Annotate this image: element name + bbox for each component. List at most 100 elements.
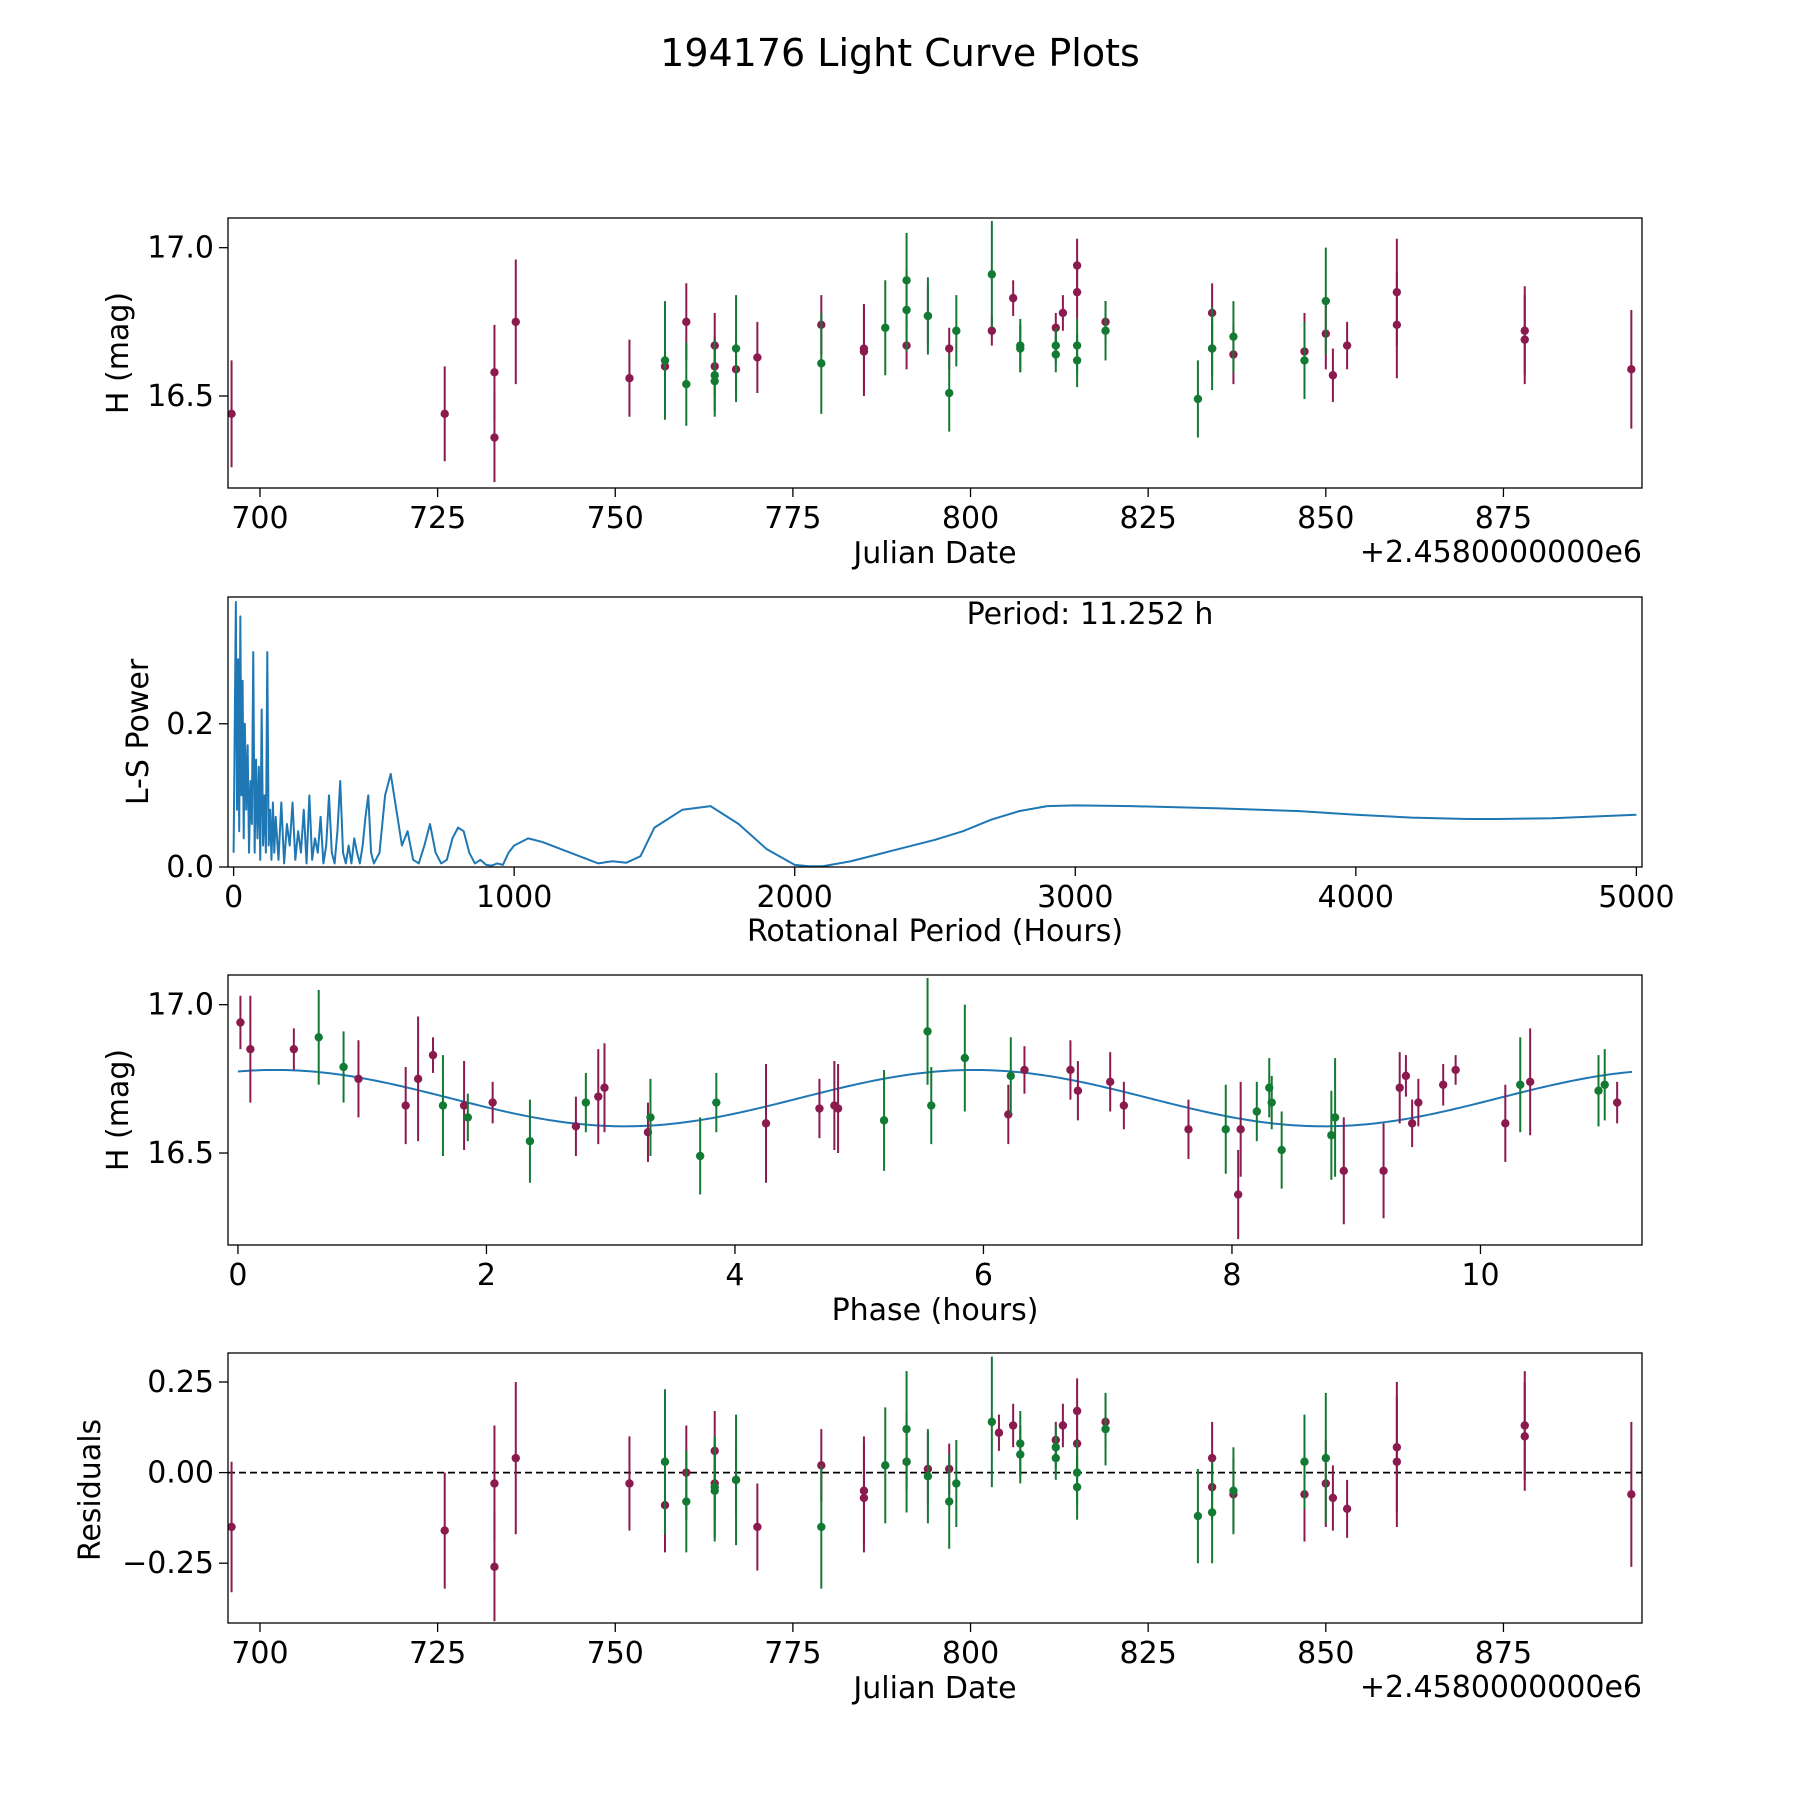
phase-point-green: [463, 1113, 473, 1122]
residuals-plot-area: [228, 1356, 1642, 1622]
phase-point-maroon: [1236, 1125, 1245, 1134]
phase-point-maroon: [1525, 1077, 1535, 1087]
phase-marks: [236, 977, 1633, 1240]
phase-xlabel: Phase (hours): [832, 1293, 1039, 1328]
phase-point-green: [581, 1098, 591, 1107]
phase-point-maroon: [761, 1119, 771, 1128]
res-point-maroon: [1392, 1457, 1402, 1466]
res-point-maroon: [228, 1522, 236, 1532]
phase-point-green: [960, 1053, 970, 1063]
res-point-maroon: [490, 1479, 499, 1488]
res-point-green: [682, 1497, 691, 1506]
lc-point-maroon: [1520, 335, 1529, 344]
phase-ytick-label: 17.0: [147, 988, 214, 1023]
periodogram-power-line: [232, 601, 1637, 867]
lc-point-green: [952, 326, 961, 335]
lc-point-maroon: [511, 317, 520, 327]
phase-point-maroon: [1501, 1119, 1510, 1128]
res-point-maroon: [440, 1526, 449, 1535]
phase-point-maroon: [488, 1098, 497, 1107]
phase-point-green: [1600, 1080, 1609, 1089]
phase-point-maroon: [1612, 1098, 1622, 1107]
phase-xtick-label: 6: [974, 1258, 993, 1293]
phase-point-green: [923, 1027, 932, 1036]
res-point-green: [1016, 1450, 1025, 1459]
phase-point-maroon: [1339, 1166, 1348, 1176]
residuals-offset-label: +2.4580000000e6: [1360, 1670, 1642, 1705]
phase-point-green: [1267, 1098, 1276, 1107]
light-curve-panel: 700 725 750 775 800 825 850 875 16.5 17.0 Julian …: [101, 217, 1643, 571]
res-xtick-label: 850: [1297, 1636, 1354, 1671]
lc-point-maroon: [945, 344, 954, 353]
phase-point-maroon: [1020, 1065, 1029, 1075]
light-curve-ylabel: H (mag): [101, 292, 136, 414]
residuals-panel: 700 725 750 775 800 825 850 875 −0.25 0.00 0.25 Ju…: [73, 1352, 1643, 1706]
lc-point-green: [1072, 356, 1082, 365]
periodogram-ylabel: L-S Power: [121, 658, 156, 805]
periodogram-axes-frame: [227, 596, 1643, 868]
res-xtick-label: 800: [942, 1636, 999, 1671]
phase-point-maroon: [428, 1050, 438, 1060]
phase-point-maroon: [459, 1101, 469, 1110]
phase-point-green: [339, 1062, 348, 1072]
phase-point-green: [438, 1101, 448, 1110]
lc-point-green: [682, 379, 691, 389]
phase-point-green: [525, 1136, 535, 1146]
phase-point-green: [1327, 1131, 1336, 1140]
lc-point-maroon: [490, 368, 499, 377]
lc-point-green: [660, 356, 670, 365]
lc-point-green: [1229, 332, 1238, 341]
lc-point-maroon: [440, 409, 449, 419]
lc-xtick-label: 700: [231, 501, 288, 536]
res-point-green: [1101, 1424, 1110, 1434]
periodogram-ticks: 0 1000 2000 3000 4000 5000 0.0 0.2: [166, 707, 1674, 915]
lc-point-green: [923, 311, 933, 321]
phase-xtick-label: 8: [1222, 1258, 1241, 1293]
ls-ytick-label: 0.2: [166, 707, 214, 742]
phase-point-green: [1221, 1125, 1230, 1134]
ls-ytick-label: 0.0: [166, 850, 214, 885]
lc-xtick-label: 725: [409, 501, 466, 536]
light-curve-ticks: 700 725 750 775 800 825 850 875 16.5 17.0: [147, 231, 1532, 536]
phase-point-maroon: [600, 1083, 609, 1092]
phase-ylabel: H (mag): [101, 1049, 136, 1171]
res-xtick-label: 875: [1475, 1636, 1532, 1671]
residuals-axes-frame: [227, 1352, 1643, 1624]
ls-xtick-label: 0: [224, 880, 243, 915]
phase-axes-frame: [227, 974, 1643, 1246]
phase-ticks: 0 2 4 6 8 10 16.5 17.0: [147, 988, 1499, 1293]
ls-xtick-label: 5000: [1598, 880, 1674, 915]
phase-point-maroon: [1451, 1065, 1460, 1075]
light-curve-offset-label: +2.4580000000e6: [1360, 535, 1642, 570]
res-point-green: [881, 1461, 890, 1470]
res-ytick-label: 0.00: [147, 1456, 214, 1491]
phase-point-maroon: [1401, 1071, 1411, 1081]
lc-point-maroon: [228, 409, 236, 419]
lc-point-maroon: [859, 347, 869, 356]
lc-point-maroon: [625, 374, 634, 383]
phase-point-maroon: [1407, 1119, 1417, 1128]
lc-point-maroon: [1342, 341, 1352, 350]
res-point-green: [710, 1482, 719, 1492]
ls-marks: [232, 601, 1637, 867]
phase-plot-area: [236, 977, 1633, 1240]
lc-point-green: [1300, 356, 1309, 365]
light-curve-xlabel: Julian Date: [851, 536, 1016, 571]
res-point-green: [923, 1472, 933, 1481]
res-marks: [228, 1356, 1642, 1622]
res-point-maroon: [994, 1428, 1004, 1437]
phase-point-maroon: [1379, 1166, 1388, 1176]
res-xtick-label: 725: [409, 1636, 466, 1671]
res-point-green: [1193, 1511, 1203, 1521]
phase-point-green: [695, 1151, 705, 1161]
phase-point-maroon: [236, 1018, 245, 1027]
phase-point-maroon: [1184, 1125, 1193, 1134]
res-point-green: [952, 1479, 961, 1488]
residuals-xlabel: Julian Date: [851, 1671, 1016, 1706]
res-point-green: [817, 1522, 826, 1532]
lc-point-green: [987, 270, 997, 279]
lc-xtick-label: 800: [942, 501, 999, 536]
phase-point-green: [1516, 1080, 1525, 1089]
phase-xtick-label: 10: [1461, 1258, 1499, 1293]
res-point-green: [731, 1475, 741, 1485]
